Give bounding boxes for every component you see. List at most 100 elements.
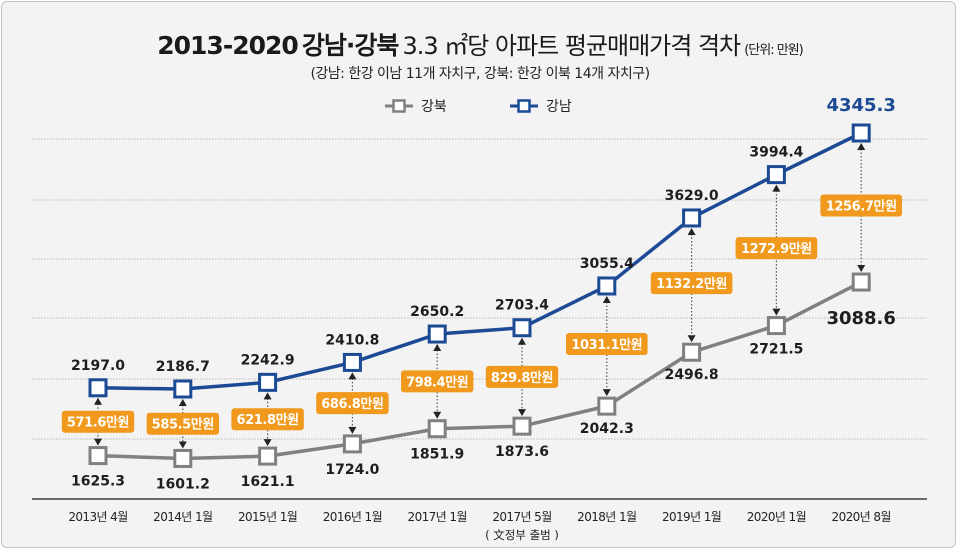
gap-badge-label: 1031.1만원 — [571, 337, 642, 353]
series-line-gangbuk — [97, 280, 862, 461]
value-label-gangnam: 2197.0 — [71, 358, 125, 374]
arrow-up-icon — [263, 392, 272, 400]
arrow-down-icon — [433, 411, 442, 419]
arrow-down-icon — [602, 389, 611, 397]
value-labels: 2197.0 2186.7 2242.9 2410.8 2650.2 2703.4 3055… — [71, 95, 896, 492]
value-label-gangnam: 2186.7 — [156, 359, 210, 375]
chart-subtitle: (강남: 한강 이남 11개 자치구, 강북: 한강 이북 14개 자치구) — [310, 66, 650, 82]
gap-badge-label: 829.8만원 — [491, 370, 553, 386]
x-tick-label: 2017년 5월 — [492, 510, 551, 524]
gap-badge-label: 585.5만원 — [152, 417, 214, 433]
arrow-down-icon — [518, 409, 526, 417]
value-label-gangbuk: 1621.1 — [241, 474, 295, 490]
gap-badge-label: 621.8만원 — [236, 412, 298, 428]
legend-label: 강북 — [421, 99, 447, 115]
data-point — [342, 434, 362, 454]
gap-badge-label: 798.4만원 — [406, 374, 468, 390]
data-point — [173, 379, 193, 399]
data-point — [766, 165, 786, 185]
data-point — [851, 123, 871, 143]
arrow-up-icon — [857, 143, 866, 150]
gap-badge — [485, 365, 559, 388]
data-point — [682, 208, 702, 228]
value-label-gangnam: 3629.0 — [665, 188, 719, 204]
value-label-gangbuk: 2042.3 — [580, 421, 634, 437]
data-point — [258, 446, 278, 466]
arrow-up-icon — [772, 184, 781, 192]
title-measure: 3.3 ㎡당 아파트 평균매매가격 격차 — [402, 32, 741, 60]
gap-badge — [401, 370, 474, 393]
data-point — [173, 448, 193, 468]
gap-annotations: 571.6만원 585.5만원 621.8만원 686.8만원 798.4만원 829.8… — [61, 143, 902, 449]
x-tick-label: 2016년 1월 — [323, 510, 382, 524]
x-tick-label: 2018년 1월 — [577, 510, 636, 524]
data-point — [597, 276, 617, 296]
arrow-up-icon — [348, 372, 357, 380]
x-tick-label: 2017년 1월 — [408, 510, 467, 524]
x-tick-label: 2020년 1월 — [747, 510, 806, 524]
value-label-gangbuk: 2496.8 — [665, 367, 719, 383]
value-label-gangbuk: 1601.2 — [156, 476, 210, 492]
value-label-gangnam: 4345.3 — [826, 95, 895, 116]
arrow-up-icon — [602, 295, 611, 303]
data-point — [766, 316, 786, 336]
gap-badge-label: 686.8만원 — [321, 396, 383, 412]
gap-badge — [231, 408, 304, 431]
x-tick-label: 2015년 1월 — [238, 510, 297, 524]
data-point — [258, 372, 278, 392]
x-tick-label: 2013년 4월 — [68, 510, 127, 524]
arrow-down-icon — [857, 265, 866, 273]
arrow-down-icon — [94, 438, 102, 446]
data-point — [342, 352, 362, 372]
value-label-gangnam: 2410.8 — [325, 332, 379, 348]
gap-badge — [566, 333, 648, 356]
gap-badge-label: 1256.7만원 — [826, 199, 897, 215]
data-point — [512, 318, 532, 338]
gap-badge — [316, 392, 389, 415]
gap-badge — [146, 412, 219, 435]
title-unit: (단위: 만원) — [744, 43, 803, 58]
arrow-up-icon — [433, 344, 442, 352]
value-label-gangnam: 2242.9 — [241, 352, 295, 368]
value-label-gangbuk: 2721.5 — [749, 342, 803, 358]
arrow-down-icon — [263, 439, 272, 447]
gap-badge — [820, 194, 902, 217]
gap-badge-label: 1132.2만원 — [656, 276, 727, 292]
arrow-up-icon — [687, 227, 696, 235]
value-label-gangbuk: 1724.0 — [325, 462, 379, 478]
gap-badge-label: 1272.9만원 — [741, 241, 812, 257]
legend-marker-icon — [392, 99, 406, 113]
arrow-up-icon — [518, 337, 526, 345]
value-label-gangbuk: 1873.6 — [495, 444, 549, 460]
legend-marker-icon — [517, 99, 531, 113]
x-tick-label: 2019년 1월 — [662, 510, 721, 524]
arrow-up-icon — [178, 399, 187, 407]
title-year-range: 2013-2020 — [157, 31, 299, 60]
arrow-down-icon — [178, 441, 187, 449]
x-axis: 2013년 4월 2014년 1월 2015년 1월 2016년 1월 2017년 1월… — [32, 498, 927, 542]
data-point — [512, 416, 532, 436]
data-point — [427, 419, 447, 439]
arrow-up-icon — [94, 397, 102, 405]
legend-label: 강남 — [546, 99, 572, 115]
series-lines — [88, 123, 871, 468]
data-point — [597, 396, 617, 416]
value-label-gangnam: 3055.4 — [580, 256, 634, 272]
data-point — [427, 324, 447, 344]
data-point — [88, 446, 108, 466]
gap-badge — [735, 237, 818, 260]
data-point — [682, 342, 702, 362]
arrow-down-icon — [348, 426, 357, 434]
value-label-gangnam: 2650.2 — [410, 304, 464, 320]
x-tick-note: ( 文정부 출범 ) — [485, 528, 559, 542]
legend: 강북 강남 — [385, 99, 572, 115]
gridlines — [32, 138, 927, 440]
value-label-gangbuk: 1625.3 — [71, 474, 125, 490]
x-tick-label: 2020년 8월 — [832, 510, 891, 524]
arrow-down-icon — [772, 308, 781, 316]
data-point — [88, 378, 108, 398]
chart-title: 2013-2020 강남·강북 3.3 ㎡당 아파트 평균매매가격 격차 (단위… — [0, 26, 960, 62]
title-regions: 강남·강북 — [301, 31, 399, 60]
value-label-gangbuk: 1851.9 — [410, 447, 464, 463]
